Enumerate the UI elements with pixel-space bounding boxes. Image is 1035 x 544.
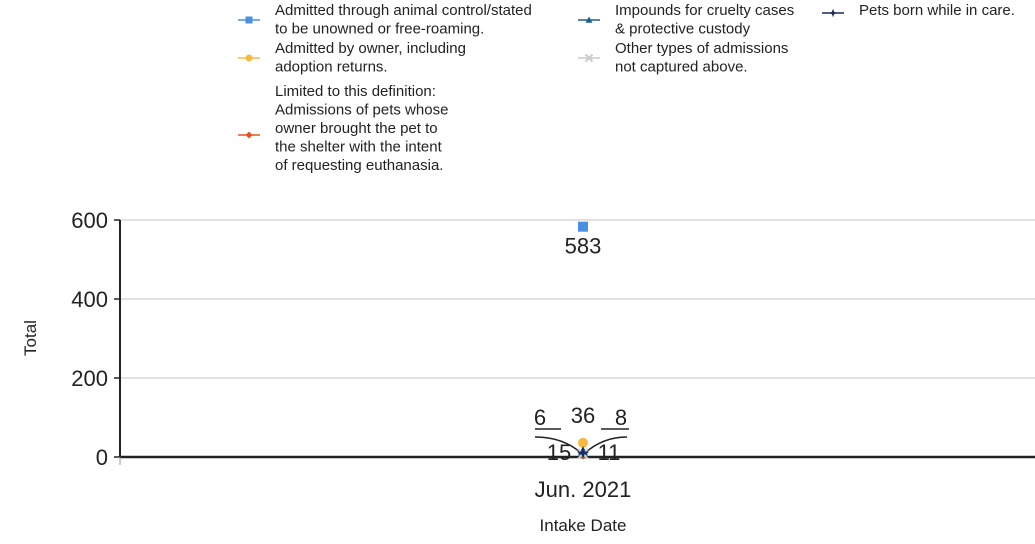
data-label: 15 — [547, 440, 571, 465]
legend-label-line: adoption returns. — [275, 59, 388, 76]
label-connector-left — [534, 436, 582, 454]
legend-label-line: Admitted by owner, including — [275, 40, 466, 57]
legend-item: Other types of admissions not captured ab… — [578, 40, 788, 76]
x-tick-label: Jun. 2021 — [535, 477, 632, 502]
legend-label-line: not captured above. — [615, 59, 748, 76]
data-label: 583 — [565, 234, 602, 259]
legend-label-line: Admissions of pets whose — [275, 102, 448, 119]
legend-label-line: owner brought the pet to — [275, 120, 438, 137]
legend-item: Admitted through animal control/stated to… — [238, 2, 532, 38]
data-point-marker — [577, 446, 589, 459]
y-tick-label: 600 — [71, 208, 108, 233]
data-label: 8 — [615, 405, 627, 430]
legend-label-line: Admitted through animal control/stated — [275, 2, 532, 19]
y-tick-label: 200 — [71, 366, 108, 391]
legend-item: Pets born while in care. — [822, 2, 1015, 19]
legend-marker-icon-stroke-b — [584, 53, 594, 63]
legend-marker-icon — [245, 16, 253, 24]
legend-label-line: Limited to this definition: — [275, 83, 436, 100]
legend-marker-icon — [245, 54, 253, 62]
x-axis-title: Intake Date — [540, 516, 627, 535]
legend-marker-icon — [585, 16, 593, 23]
legend-label-line: of requesting euthanasia. — [275, 157, 443, 174]
legend-item: Limited to this definition: Admissions of… — [238, 83, 448, 174]
legend-label-line: Other types of admissions — [615, 40, 788, 57]
label-connector-right — [584, 436, 628, 454]
data-label: 11 — [598, 440, 621, 465]
legend-item: Admitted by owner, including adoption ret… — [238, 40, 466, 76]
legend-label-line: Pets born while in care. — [859, 2, 1015, 19]
y-tick-label: 400 — [71, 287, 108, 312]
legend-marker-icon — [584, 53, 594, 63]
y-axis-title: Total — [21, 320, 40, 356]
data-label: 36 — [571, 403, 595, 428]
legend-item: Impounds for cruelty cases & protective c… — [578, 2, 794, 38]
legend-label-line: Impounds for cruelty cases — [615, 2, 794, 19]
data-label: 6 — [534, 405, 546, 430]
y-tick-label: 0 — [96, 445, 108, 470]
data-point-marker — [578, 437, 588, 448]
legend: Admitted through animal control/stated to… — [238, 2, 1015, 174]
legend-label-line: to be unowned or free-roaming. — [275, 21, 484, 38]
legend-label-line: the shelter with the intent — [275, 139, 443, 156]
legend-marker-icon — [245, 131, 253, 139]
plot-area: 0 200 400 600 Jun. 2021 Intake Date Total 583 36… — [21, 208, 1035, 535]
legend-marker-icon — [828, 8, 838, 18]
data-point-marker — [578, 221, 588, 232]
legend-label-line: & protective custody — [615, 21, 751, 38]
